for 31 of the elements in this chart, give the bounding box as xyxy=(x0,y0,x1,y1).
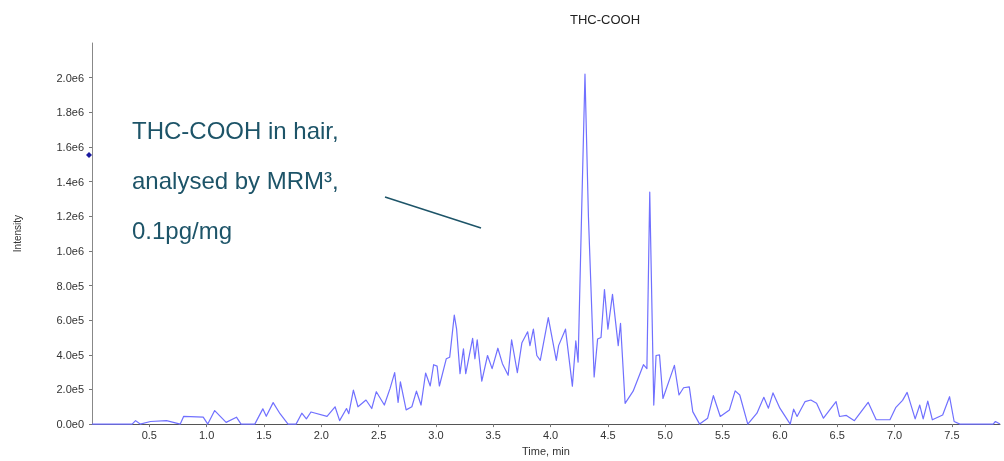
line-series xyxy=(91,73,1001,425)
y-tick-label: 2.0e6 xyxy=(56,71,84,84)
y-tick-label: 1.8e6 xyxy=(56,106,84,119)
x-tick-label: 3.0 xyxy=(428,428,444,441)
x-axis-title: Time, min xyxy=(522,444,570,457)
chart-title: THC-COOH xyxy=(569,12,641,27)
y-axis-title: Intensity xyxy=(11,214,23,253)
y-tick-label: 1.4e6 xyxy=(56,175,84,188)
y-tick-label: 4.0e5 xyxy=(56,348,84,361)
x-tick-label: 3.5 xyxy=(485,428,501,441)
x-tick-label: 6.0 xyxy=(772,428,788,441)
y-tick-label: 8.0e5 xyxy=(56,279,84,292)
x-tick-label: 5.0 xyxy=(657,428,673,441)
x-tick-label: 6.5 xyxy=(829,428,845,441)
x-tick-label: 4.5 xyxy=(600,428,616,441)
y-tick-label: 1.2e6 xyxy=(56,210,84,223)
x-tick-label: 5.5 xyxy=(714,428,731,441)
y-tick-label: 0.0e0 xyxy=(56,418,84,431)
x-tick-label: 2.5 xyxy=(370,428,387,441)
x-tick-label: 1.5 xyxy=(256,428,272,441)
x-tick-label: 4.0 xyxy=(542,428,559,441)
x-tick-label: 7.5 xyxy=(944,428,960,441)
x-tick-label: 7.0 xyxy=(886,428,903,441)
y-tick-label: 1.0e6 xyxy=(56,244,84,257)
x-tick-label: 1.0 xyxy=(199,428,215,441)
annotation: THC-COOH in hair, analysed by MRM³, 0.1pg/mg xyxy=(132,116,339,246)
y-tick-label: 2.0e5 xyxy=(56,383,84,396)
y-tick-label: 6.0e5 xyxy=(56,314,84,327)
x-tick-label: 2.0 xyxy=(313,428,329,441)
y-tick-label: 1.6e6 xyxy=(56,140,84,153)
x-tick-label: 0.5 xyxy=(141,428,157,441)
